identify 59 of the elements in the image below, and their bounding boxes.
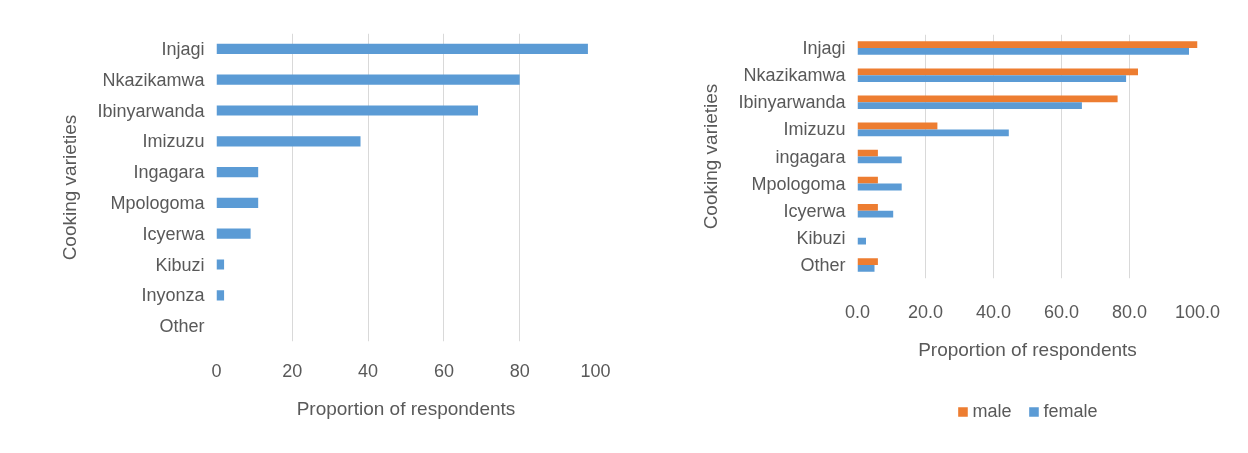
y-tick-label: Ibinyarwanda (738, 92, 847, 113)
y-tick-label: Icyerwa (783, 200, 847, 221)
x-tick-label: 80 (509, 360, 530, 381)
x-axis-title: Proportion of respondents (296, 397, 516, 419)
y-tick-label: Ibinyarwanda (97, 100, 206, 121)
bar (216, 197, 259, 208)
x-tick-label: 80.0 (1111, 301, 1148, 322)
x-tick-label: 40.0 (975, 301, 1012, 322)
bar (857, 258, 878, 265)
x-tick-label: 40 (358, 360, 379, 381)
bar (216, 167, 259, 178)
y-tick-label: Mpologoma (110, 192, 206, 213)
bar (216, 74, 520, 85)
x-tick-label: 100.0 (1174, 301, 1221, 322)
bar (216, 228, 251, 239)
bar (857, 176, 878, 184)
y-tick-label: Mpologoma (751, 173, 847, 194)
x-tick-label: 60 (433, 360, 454, 381)
bar (857, 203, 878, 211)
bar (857, 129, 1009, 137)
y-tick-label: Other (800, 254, 846, 275)
x-tick-label: 60.0 (1043, 301, 1080, 322)
legend-label: male (972, 400, 1012, 422)
bar (857, 102, 1082, 110)
y-tick-label: Imizuzu (783, 119, 846, 140)
bar (857, 68, 1138, 76)
bar (857, 75, 1127, 82)
bar (857, 237, 866, 245)
x-tick-label: 100 (580, 360, 611, 381)
x-tick-label: 0 (211, 360, 222, 381)
y-tick-label: Imizuzu (142, 131, 205, 152)
y-tick-label: Other (159, 316, 205, 337)
bar (216, 43, 588, 54)
x-tick-label: 0.0 (844, 301, 871, 322)
y-tick-label: Kibuzi (796, 227, 846, 248)
bar (857, 41, 1198, 49)
x-tick-label: 20.0 (907, 301, 944, 322)
y-tick-label: Ingagara (133, 162, 206, 183)
bar (857, 48, 1189, 55)
y-tick-label: Nkazikamwa (743, 65, 847, 86)
bar (216, 136, 361, 147)
y-tick-label: Injagi (161, 38, 205, 59)
bar (857, 264, 875, 272)
y-tick-label: ingagara (775, 146, 847, 167)
x-axis-title: Proportion of respondents (918, 338, 1137, 360)
y-axis-title: Cooking varieties (59, 114, 81, 261)
y-tick-label: Nkazikamwa (102, 69, 206, 90)
x-tick-label: 20 (282, 360, 303, 381)
y-tick-label: Icyerwa (142, 223, 206, 244)
y-tick-label: Kibuzi (155, 254, 205, 275)
bar (216, 290, 225, 301)
y-tick-label: Inyonza (141, 285, 206, 306)
y-axis-title: Cooking varieties (700, 83, 722, 230)
bar (857, 149, 878, 157)
y-tick-label: Injagi (802, 38, 846, 59)
bar (216, 105, 479, 116)
bar (857, 210, 894, 218)
legend-label: female (1043, 400, 1098, 422)
bar (216, 259, 225, 270)
